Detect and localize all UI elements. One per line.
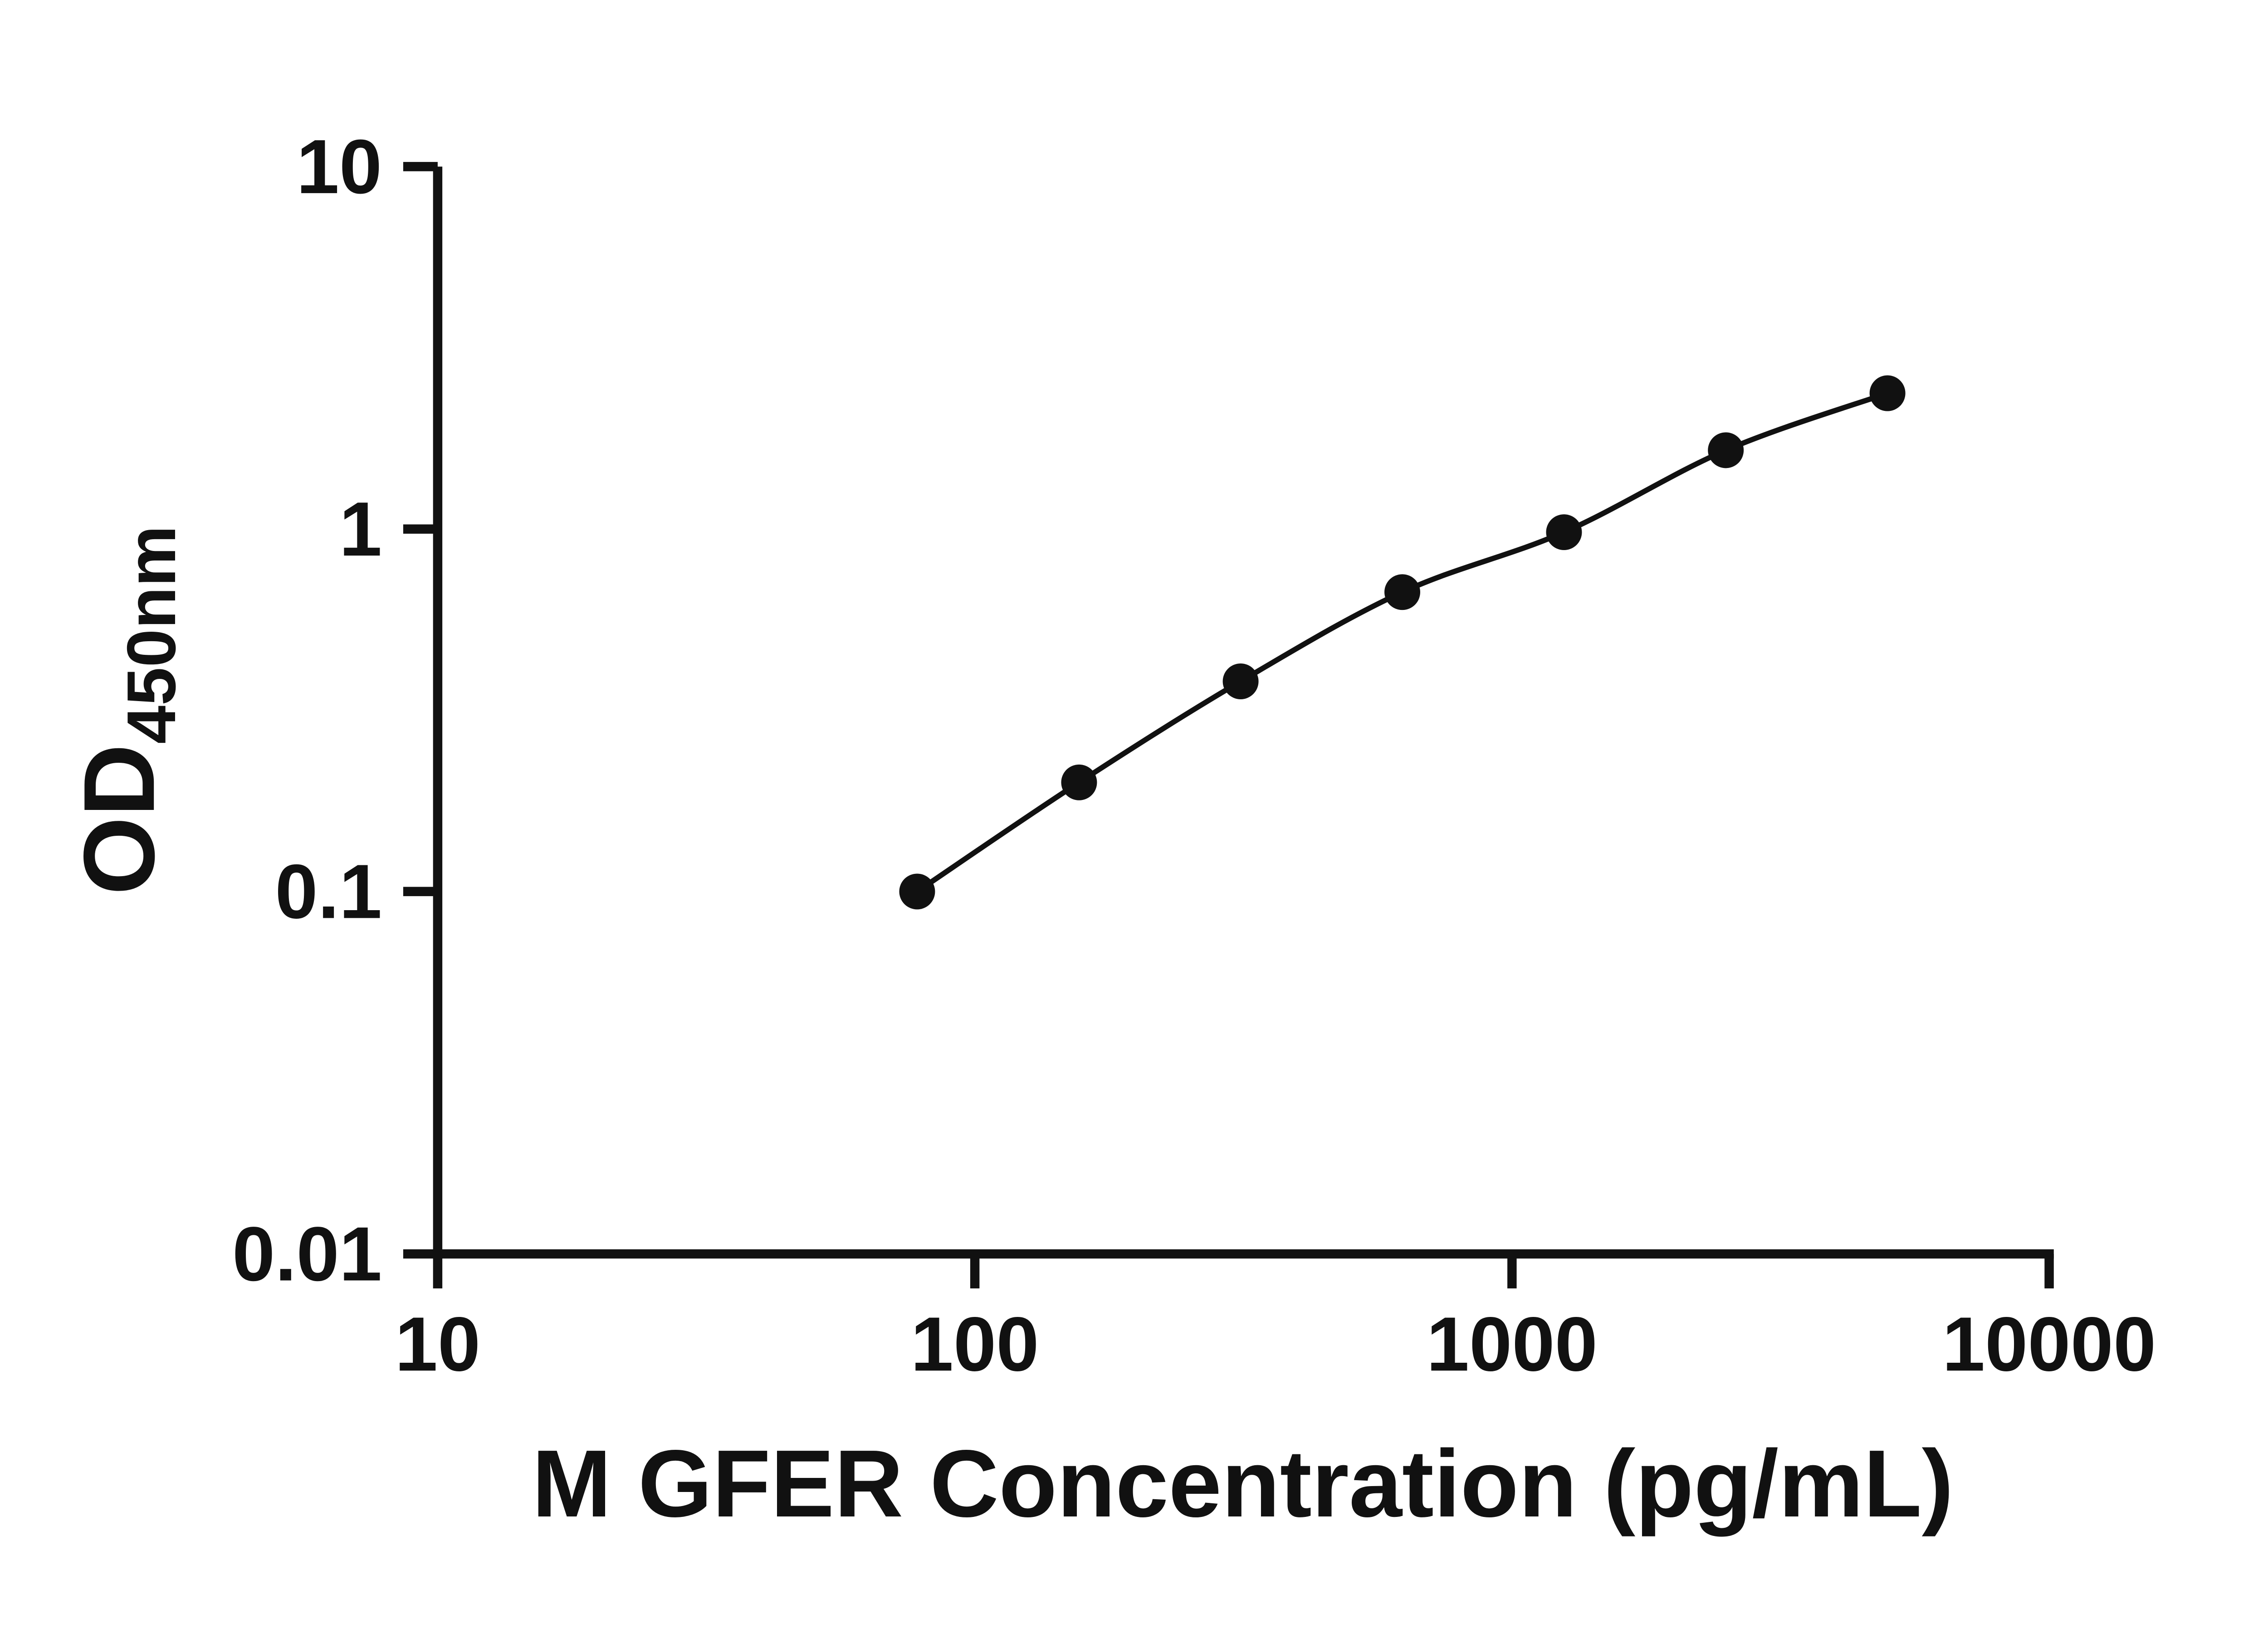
data-point xyxy=(1546,514,1582,551)
standard-curve-line xyxy=(915,390,1889,894)
data-point xyxy=(1222,663,1259,699)
data-point xyxy=(1869,375,1906,411)
y-axis-title-main: OD xyxy=(63,744,176,895)
y-axis-tick-label: 10 xyxy=(296,123,382,210)
plot-area: 10 100 1000 10000 0.01 0.1 1 10 xyxy=(232,123,2156,1387)
data-point xyxy=(1384,574,1420,610)
y-axis-tick-label: 0.01 xyxy=(232,1211,382,1297)
y-axis-tick-label: 0.1 xyxy=(275,848,382,934)
y-axis-title-subscript: 450nm xyxy=(113,526,190,744)
x-axis-title: M GFER Concentration (pg/mL) xyxy=(532,1430,1954,1537)
x-axis-tick-label: 10000 xyxy=(1942,1301,2156,1387)
x-axis-tick-label: 100 xyxy=(911,1301,1039,1387)
data-point xyxy=(1061,764,1097,800)
data-point xyxy=(899,873,935,910)
data-point xyxy=(1708,432,1744,468)
y-axis-title: OD450nm xyxy=(63,526,190,895)
y-axis-tick-label: 1 xyxy=(339,486,382,572)
x-axis-tick-label: 10 xyxy=(395,1301,481,1387)
x-axis-tick-label: 1000 xyxy=(1427,1301,1598,1387)
